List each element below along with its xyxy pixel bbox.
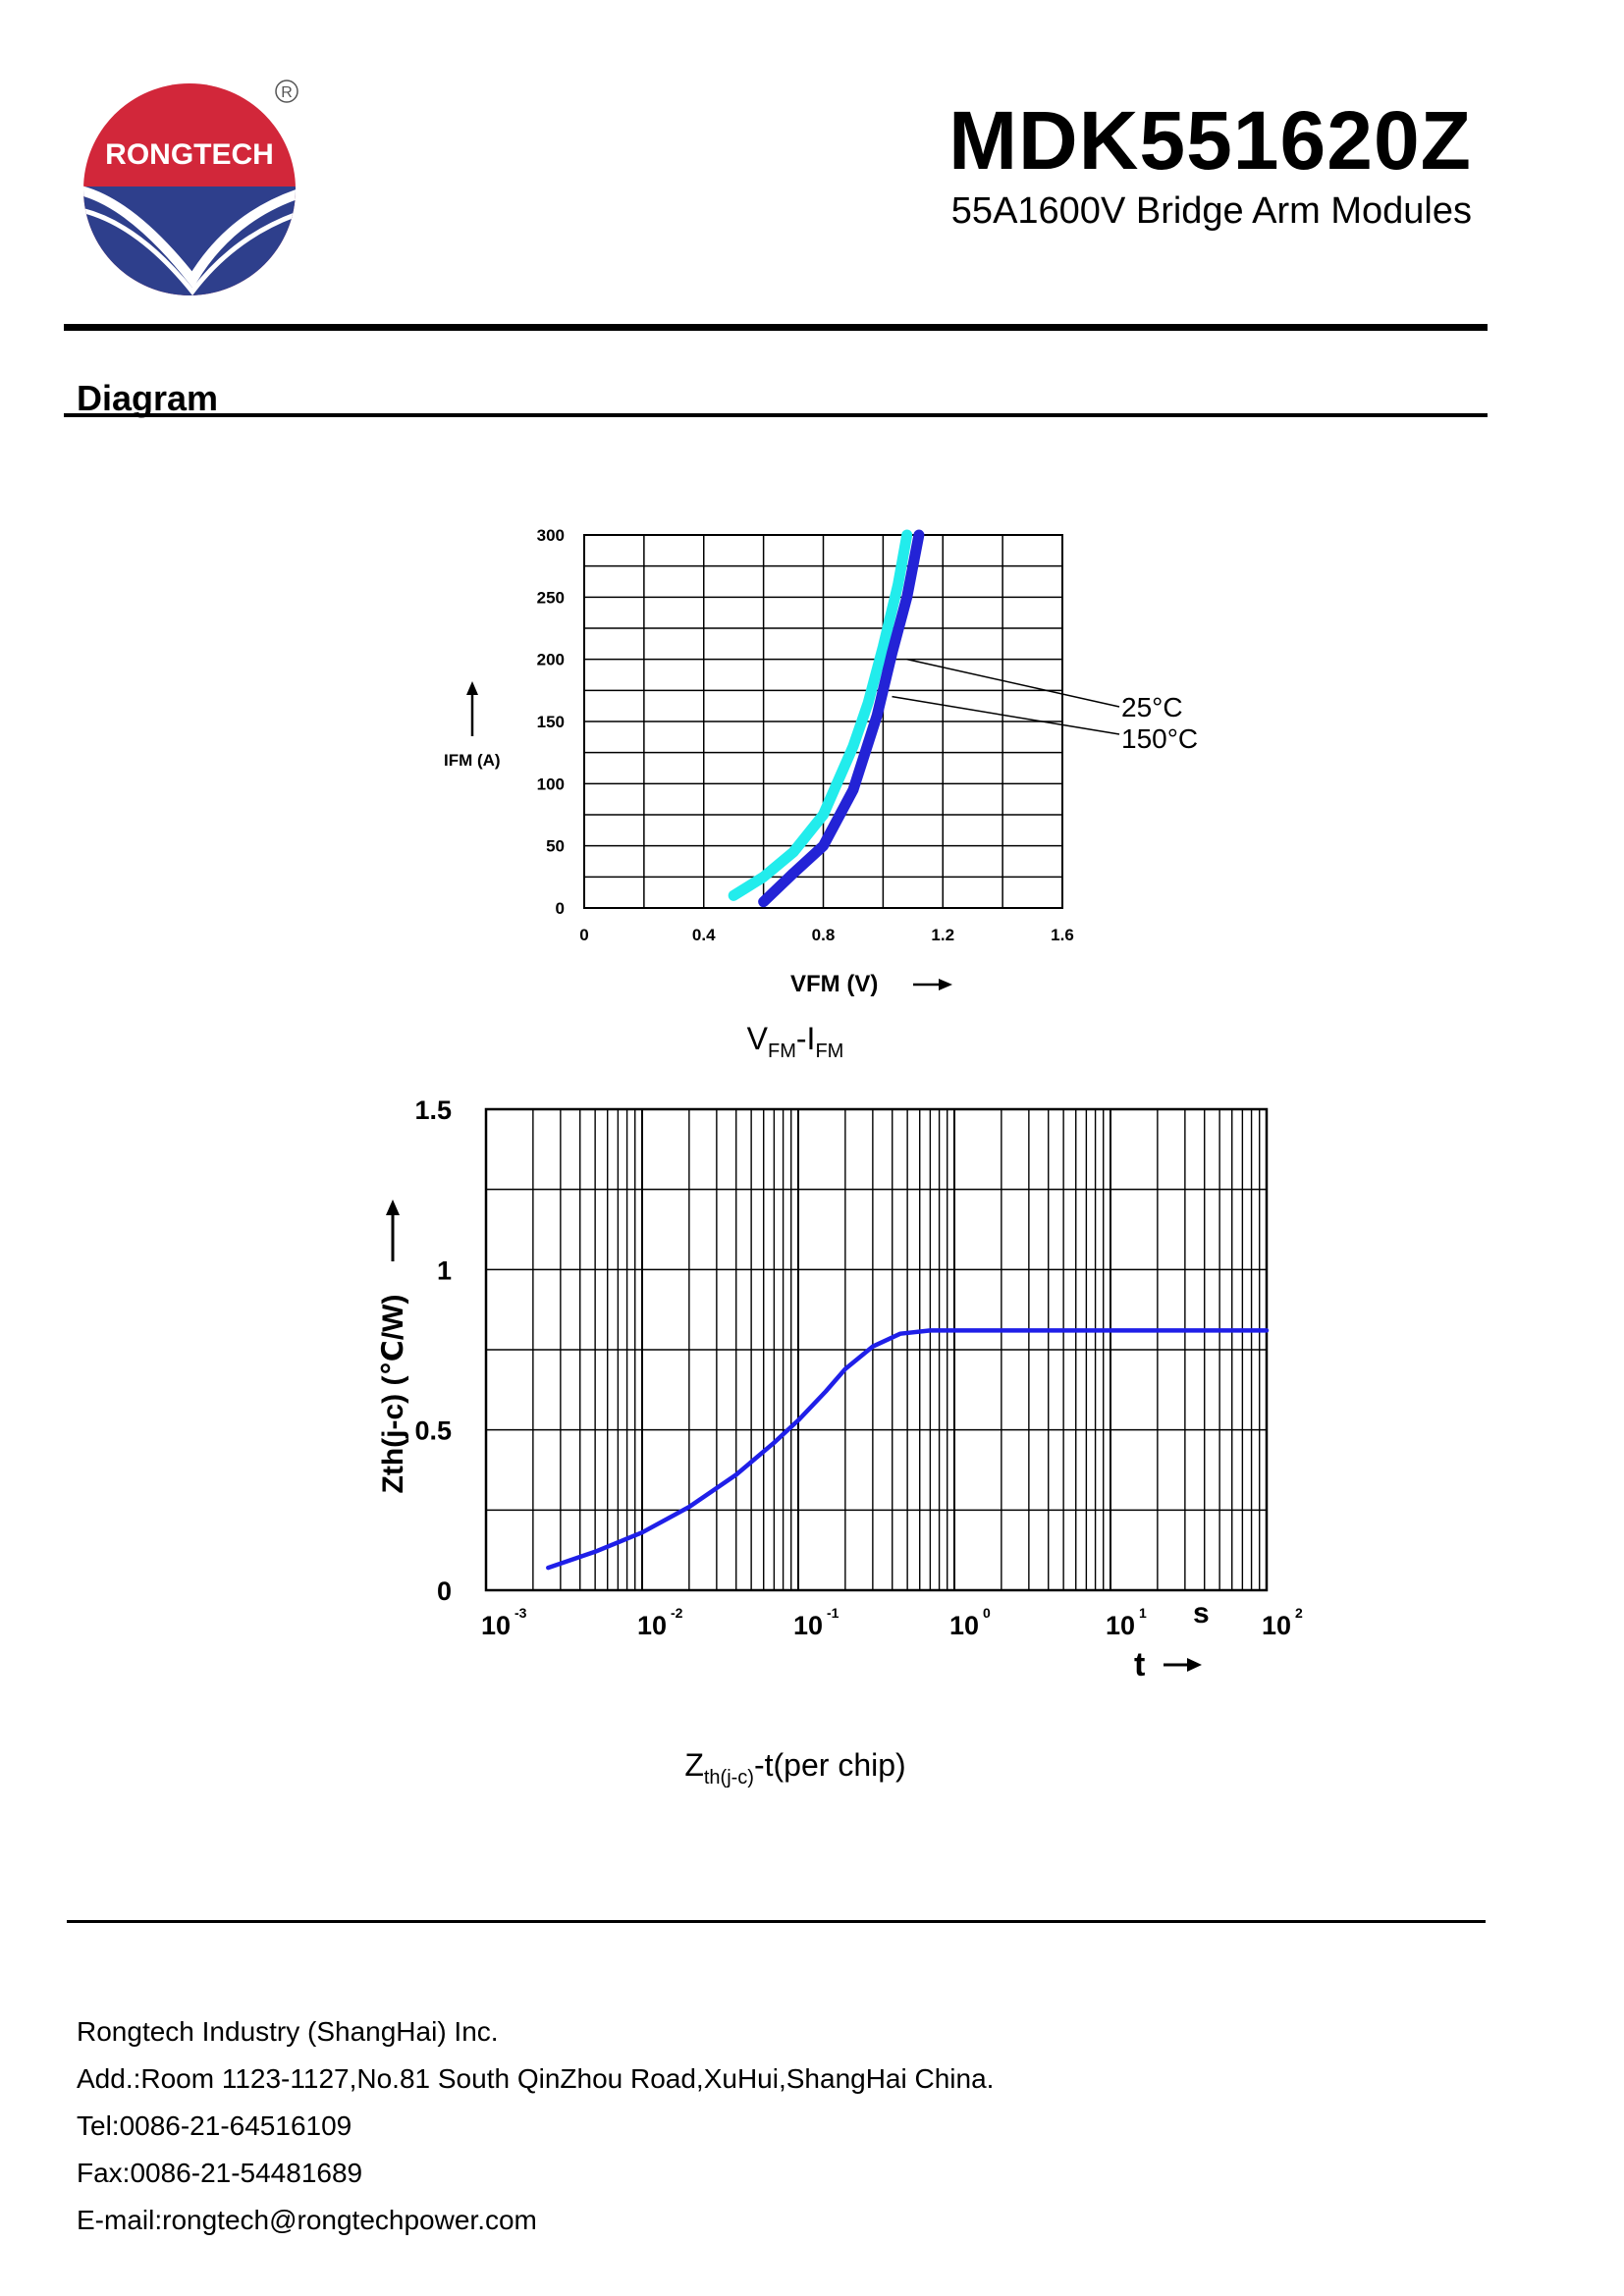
section-title: Diagram xyxy=(77,378,219,418)
footer-address: Add.:Room 1123-1127,No.81 South QinZhou … xyxy=(77,2063,995,2094)
x-tick-label: 10 -1 xyxy=(793,1605,839,1640)
y-tick-labels: 0 50 100 150 200 250 300 xyxy=(537,526,565,918)
x-tick-labels: 10 -3 10 -2 10 -1 10 0 10 1 10 2 xyxy=(481,1605,1303,1640)
chart-series xyxy=(546,1328,1270,1571)
vfm-ifm-chart: 0 50 100 150 200 250 300 0 0.4 0.8 1.2 1.6 IFM (A)… xyxy=(444,526,1198,997)
x-axis-label: VFM (V) xyxy=(790,971,878,997)
x-axis-label: t xyxy=(1134,1646,1145,1683)
zth-curve xyxy=(546,1328,1270,1571)
x-tick-base: 10 xyxy=(481,1611,511,1640)
x-tick-base: 10 xyxy=(949,1611,979,1640)
footer-company: Rongtech Industry (ShangHai) Inc. xyxy=(77,2016,499,2047)
caption-v: V xyxy=(746,1021,768,1056)
x-tick-label: 0 xyxy=(579,926,588,944)
caption-v-sub: FM xyxy=(768,1041,796,1062)
zth-t-caption: Zth(j-c)-t(per chip) xyxy=(0,1747,1591,1789)
y-tick-label: 300 xyxy=(537,526,565,545)
x-tick-base: 10 xyxy=(793,1611,823,1640)
x-tick-exponent: 0 xyxy=(983,1605,991,1621)
y-tick-label: 200 xyxy=(537,651,565,669)
section-divider xyxy=(64,413,1488,417)
series-line-150c xyxy=(758,529,925,908)
caption-z: Z xyxy=(684,1747,704,1783)
x-tick-label: 10 1 xyxy=(1106,1605,1147,1640)
x-tick-base: 10 xyxy=(637,1611,667,1640)
registered-mark-icon xyxy=(275,80,298,103)
chart-grid xyxy=(484,1107,1269,1592)
x-tick-label: 0.8 xyxy=(812,926,836,944)
registered-mark-text: R xyxy=(281,84,293,101)
y-tick-label: 50 xyxy=(546,837,565,856)
annotation-leader-25c xyxy=(906,658,1120,708)
x-axis-arrowhead-icon xyxy=(939,979,952,990)
x-axis-unit: s xyxy=(1193,1597,1210,1629)
y-axis-label: IFM (A) xyxy=(444,751,501,770)
logo-text: RONGTECH xyxy=(105,138,274,171)
y-tick-label: 100 xyxy=(537,774,565,793)
x-tick-exponent: 1 xyxy=(1139,1605,1147,1621)
logo-wave-icon xyxy=(83,185,296,289)
y-tick-label: 0 xyxy=(437,1576,452,1606)
y-tick-label: 250 xyxy=(537,588,565,607)
y-tick-label: 1 xyxy=(437,1255,452,1285)
logo-wave-icon xyxy=(83,206,296,295)
document-subtitle: 55A1600V Bridge Arm Modules xyxy=(950,190,1472,232)
footer-email: E-mail:rongtech@rongtechpower.com xyxy=(77,2205,537,2235)
annotation-leader-150c xyxy=(892,695,1120,735)
footer-divider xyxy=(67,1920,1486,1923)
annotation-150c: 150°C xyxy=(1121,723,1198,754)
zth-t-chart: 00.511.5 10 -3 10 -2 10 -1 10 0 10 1 10 2 Zth(j-c) … xyxy=(377,1095,1303,1683)
x-tick-labels: 0 0.4 0.8 1.2 1.6 xyxy=(579,926,1074,944)
x-tick-base: 10 xyxy=(1262,1611,1291,1640)
x-tick-label: 1.6 xyxy=(1051,926,1074,944)
y-tick-label: 0.5 xyxy=(414,1416,452,1446)
x-tick-exponent: 2 xyxy=(1295,1605,1303,1621)
chart-series xyxy=(728,529,925,908)
x-tick-exponent: -2 xyxy=(671,1605,683,1621)
y-axis-label: Zth(j-c) (℃/W) xyxy=(377,1295,409,1494)
x-tick-label: 10 0 xyxy=(949,1605,991,1640)
y-tick-label: 0 xyxy=(556,899,565,918)
y-axis-label-group: Zth(j-c) (℃/W) xyxy=(377,1295,409,1494)
x-tick-label: 0.4 xyxy=(692,926,716,944)
y-tick-label: 150 xyxy=(537,713,565,731)
x-tick-label: 10 -3 xyxy=(481,1605,527,1640)
y-axis-arrowhead-icon xyxy=(466,681,478,695)
caption-dash-i: -I xyxy=(795,1021,816,1056)
footer-fax: Fax:0086-21-54481689 xyxy=(77,2158,363,2188)
caption-i-sub: FM xyxy=(815,1041,844,1062)
header-divider xyxy=(64,324,1488,331)
x-tick-exponent: -3 xyxy=(514,1605,527,1621)
y-tick-label: 1.5 xyxy=(414,1095,452,1125)
caption-rest: -t(per chip) xyxy=(753,1747,906,1783)
vfm-ifm-caption: VFM-IFM xyxy=(0,1021,1591,1063)
x-tick-base: 10 xyxy=(1106,1611,1135,1640)
annotation-25c: 25°C xyxy=(1121,692,1183,722)
y-tick-labels: 0 0.5 1 1.5 xyxy=(414,1095,452,1606)
x-tick-exponent: -1 xyxy=(827,1605,839,1621)
part-number: MDK551620Z xyxy=(948,94,1472,187)
x-tick-label: 1.2 xyxy=(931,926,954,944)
x-tick-label: 10 -2 xyxy=(637,1605,683,1640)
x-tick-label: 10 2 xyxy=(1262,1605,1303,1640)
series-line-25c xyxy=(728,529,913,901)
y-axis-arrowhead-icon xyxy=(386,1200,400,1215)
rongtech-logo: RONGTECH R xyxy=(83,80,298,295)
footer-tel: Tel:0086-21-64516109 xyxy=(77,2110,352,2141)
caption-z-sub: th(j-c) xyxy=(703,1767,754,1789)
x-axis-arrowhead-icon xyxy=(1187,1658,1202,1672)
